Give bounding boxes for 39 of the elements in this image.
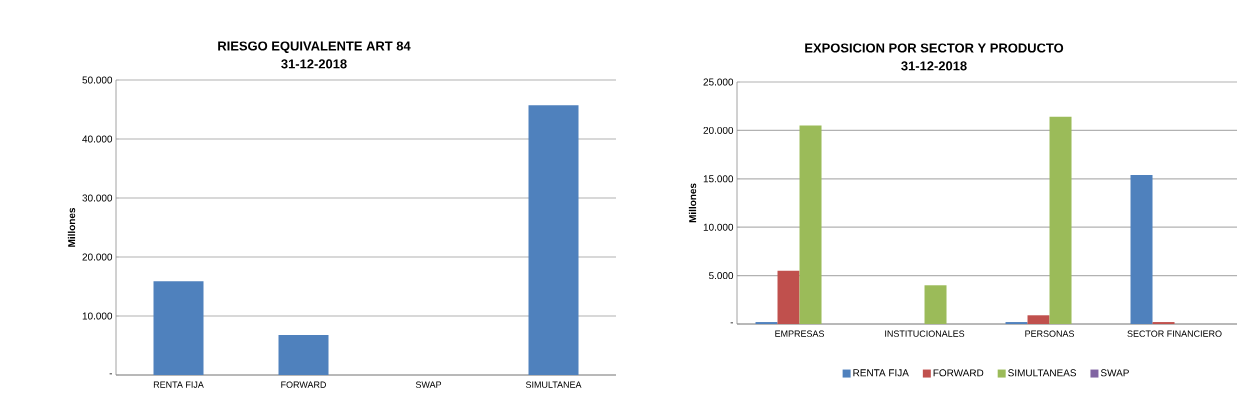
- legend-label: RENTA FIJA: [853, 369, 909, 377]
- chart-title: RIESGO EQUIVALENTE ART 84: [218, 41, 411, 53]
- bar: [1130, 174, 1153, 324]
- chart-title: EXPOSICION POR SECTOR Y PRODUCTO: [805, 43, 1064, 53]
- y-tick-label: 10.000: [703, 223, 734, 231]
- y-tick-label: 5.000: [708, 272, 734, 280]
- x-tick-label: EMPRESAS: [775, 330, 825, 337]
- legend-label: SIMULTANEAS: [1008, 369, 1077, 377]
- y-tick-label: 40.000: [82, 135, 113, 143]
- chart-subtitle: 31-12-2018: [901, 61, 967, 71]
- y-axis-title: Millones: [688, 183, 697, 223]
- y-tick-label: 50.000: [82, 76, 113, 84]
- bar: [924, 285, 947, 324]
- legend-label: SWAP: [1100, 369, 1129, 377]
- x-tick-label: SECTOR FINANCIERO: [1127, 330, 1222, 337]
- x-tick-label: RENTA FIJA: [153, 381, 204, 388]
- bar: [799, 125, 822, 324]
- x-tick-label: INSTITUCIONALES: [885, 330, 965, 337]
- y-axis-title: Millones: [67, 207, 76, 247]
- bar: [278, 334, 329, 375]
- bar: [1027, 315, 1050, 324]
- y-tick-label: 10.000: [82, 312, 113, 320]
- bar: [777, 270, 800, 324]
- legend-label: FORWARD: [933, 369, 984, 377]
- bar: [528, 105, 579, 375]
- y-tick-label: 30.000: [82, 194, 113, 202]
- x-tick-label: SWAP: [415, 381, 442, 388]
- bar: [153, 281, 204, 375]
- y-tick-label: -: [730, 322, 734, 324]
- x-tick-label: PERSONAS: [1025, 330, 1075, 337]
- y-tick-label: 20.000: [82, 253, 113, 261]
- x-tick-label: FORWARD: [281, 381, 326, 388]
- chart-subtitle: 31-12-2018: [281, 59, 347, 69]
- bar: [1049, 116, 1072, 324]
- y-tick-label: -: [109, 373, 113, 375]
- x-tick-label: SIMULTANEA: [525, 381, 582, 388]
- y-tick-label: 15.000: [703, 175, 734, 183]
- y-tick-label: 20.000: [703, 126, 734, 134]
- y-tick-label: 25.000: [703, 78, 734, 86]
